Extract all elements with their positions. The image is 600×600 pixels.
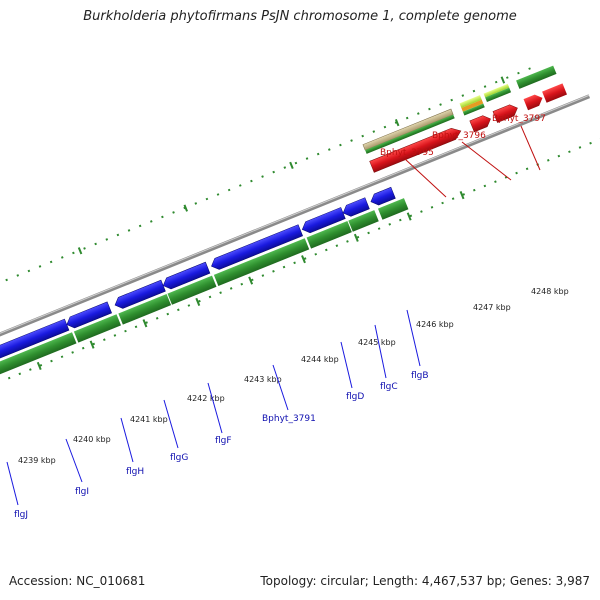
leader-flgC [374, 324, 387, 379]
leader-3795 [404, 158, 447, 198]
red-gene-labels: Bphyt_3795 Bphyt_3796 Bphyt_3797 [380, 114, 546, 158]
blue-cds-flgC [342, 197, 370, 217]
gene-feature [306, 220, 352, 249]
red-cds-next [542, 83, 567, 103]
gene-feature [0, 332, 77, 376]
gene-label-3796: Bphyt_3796 [432, 131, 486, 141]
gene-label-flgC: flgC [380, 382, 398, 392]
major-tick [195, 297, 201, 306]
leader-3791 [272, 364, 289, 411]
gene-feature-lime [483, 83, 510, 98]
gene-feature [516, 65, 557, 89]
blue-cds-flgB [370, 186, 396, 206]
inner-tick-row [0, 136, 600, 397]
leader-flgH [120, 417, 134, 463]
scale-label: 4240 kbp [73, 435, 111, 444]
leader-flgI [65, 438, 83, 483]
gene-feature [462, 103, 485, 116]
backbone-highlight [0, 94, 590, 359]
scale-label: 4244 kbp [301, 355, 339, 364]
major-tick [500, 76, 506, 84]
gene-label-3791: Bphyt_3791 [262, 414, 316, 424]
gene-label-flgD: flgD [346, 392, 364, 402]
gene-feature [485, 87, 512, 103]
outer-tick-row [0, 65, 535, 304]
leader-flgG [163, 399, 179, 449]
major-tick [459, 191, 465, 200]
major-tick [77, 247, 83, 255]
blue-cds-flgI [0, 318, 70, 361]
gene-label-flgF: flgF [215, 436, 232, 446]
gene-label-flgB: flgB [411, 371, 429, 381]
blue-gene-labels: flgJ flgI flgH flgG flgF Bphyt_3791 flgD… [14, 371, 429, 520]
gene-feature [73, 314, 122, 343]
accession-label: Accession: NC_010681 [9, 574, 146, 588]
leader-flgD [340, 341, 353, 389]
upper-feature-lane [362, 65, 567, 173]
red-cds-3795 [369, 128, 462, 173]
scale-labels: 4239 kbp 4240 kbp 4241 kbp 4242 kbp 4243… [18, 287, 569, 465]
gene-label-3795: Bphyt_3795 [380, 148, 434, 158]
blue-cds-3791 [211, 224, 304, 270]
blue-cds-flgH [66, 301, 113, 329]
major-tick [89, 340, 95, 349]
scale-label: 4241 kbp [130, 415, 168, 424]
map-title: Burkholderia phytofirmans PsJN chromosom… [83, 9, 517, 24]
gene-feature [213, 238, 310, 287]
gene-feature [348, 210, 379, 232]
gene-feature-orange [461, 99, 484, 112]
gene-feature [365, 114, 455, 154]
red-cds-3796 [469, 115, 491, 133]
gene-label-flgG: flgG [170, 453, 188, 463]
blue-cds-flgF [162, 261, 211, 290]
gene-feature [118, 294, 172, 325]
gene-label-flgI: flgI [75, 487, 89, 497]
reverse-cds-lane [0, 186, 396, 361]
major-tick [183, 204, 189, 212]
topology-label: Topology: circular; Length: 4,467,537 bp… [260, 574, 590, 588]
blue-cds-flgD [301, 207, 346, 234]
blue-cds-flgG [114, 279, 166, 309]
scale-label: 4239 kbp [18, 456, 56, 465]
major-tick [36, 361, 42, 371]
red-cds-next [523, 94, 543, 111]
scale-label: 4243 kbp [244, 375, 282, 384]
major-tick [394, 119, 400, 127]
major-tick [248, 276, 254, 285]
blue-leader-lines [6, 309, 421, 506]
gene-label-flgJ: flgJ [14, 510, 28, 520]
scale-label: 4248 kbp [531, 287, 569, 296]
major-tick [406, 212, 412, 221]
leader-3796 [461, 141, 512, 181]
major-tick [301, 255, 306, 264]
leader-3797 [520, 125, 541, 171]
scale-label: 4242 kbp [187, 394, 225, 403]
major-tick [353, 233, 359, 242]
red-cds-3797 [492, 104, 518, 123]
major-tick [142, 319, 148, 328]
map-track-group [0, 65, 600, 397]
gene-label-flgH: flgH [126, 467, 144, 477]
scale-label: 4247 kbp [473, 303, 511, 312]
scale-label: 4245 kbp [358, 338, 396, 347]
major-tick [289, 161, 294, 169]
gene-label-3797: Bphyt_3797 [492, 114, 546, 124]
leader-flgF [207, 382, 223, 434]
gene-feature [167, 275, 217, 305]
scale-label: 4246 kbp [416, 320, 454, 329]
gene-feature-lime [459, 95, 482, 109]
leader-flgJ [6, 461, 19, 506]
gene-feature-lane [0, 198, 409, 376]
leader-flgB [406, 309, 421, 367]
red-leader-lines [404, 125, 541, 198]
gene-feature [377, 198, 409, 220]
